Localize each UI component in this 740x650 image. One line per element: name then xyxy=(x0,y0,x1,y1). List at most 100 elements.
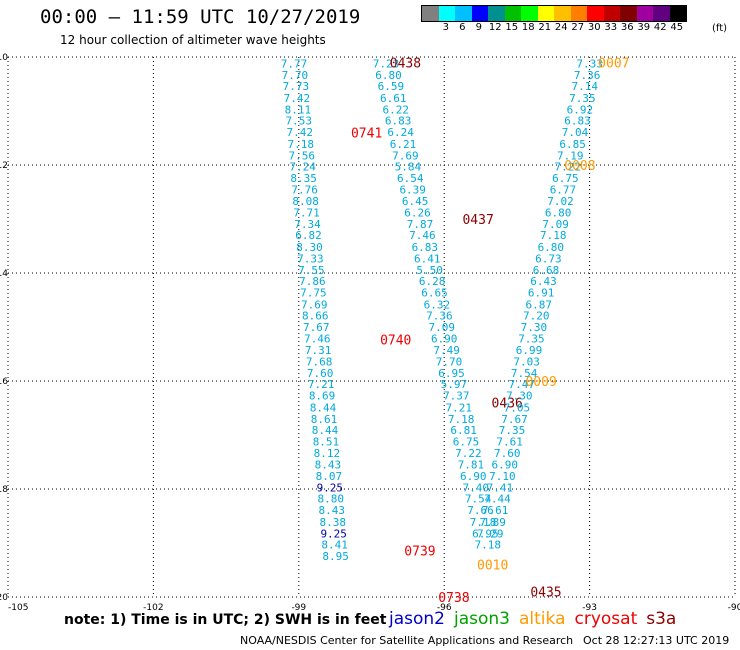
wave-height-value: 7.61 xyxy=(482,504,509,517)
wave-height-value: 6.77 xyxy=(550,183,577,196)
wave-height-value: 8.12 xyxy=(314,447,341,460)
wave-height-value: 7.18 xyxy=(475,539,502,552)
x-tick-label: -93 xyxy=(582,603,597,613)
wave-height-value: 7.34 xyxy=(294,218,321,231)
legend-cryosat: cryosat xyxy=(574,609,638,629)
wave-height-value: 8.08 xyxy=(292,195,319,208)
wave-height-value: 7.77 xyxy=(281,57,308,70)
wave-height-value: 7.33 xyxy=(297,252,324,265)
wave-height-value: 7.71 xyxy=(293,207,320,220)
color-swatch-7 xyxy=(537,6,554,21)
color-scale-labels: 3 6 9 12 15 18 21 24 27 30 33 36 39 42 45 xyxy=(421,22,687,36)
pass-time-label: 0007 xyxy=(598,56,629,71)
wave-height-value: 6.68 xyxy=(533,264,560,277)
wave-height-value: 9.25 xyxy=(320,527,347,540)
pass-time-label: 0738 xyxy=(438,591,469,606)
wave-height-value: 7.46 xyxy=(304,332,331,345)
wave-height-value: 7.20 xyxy=(523,310,550,323)
color-scale-label: 9 xyxy=(475,22,482,33)
x-tick-label: -90 xyxy=(728,603,740,613)
wave-height-value: 6.43 xyxy=(530,275,557,288)
color-scale-label: 6 xyxy=(459,22,466,33)
color-scale-label: 42 xyxy=(653,22,667,33)
wave-height-value: 7.19 xyxy=(557,149,584,162)
wave-height-value: 7.73 xyxy=(283,80,310,93)
wave-height-value: 6.22 xyxy=(382,103,409,116)
wave-height-value: 7.70 xyxy=(436,356,463,369)
wave-height-value: 7.18 xyxy=(470,516,497,529)
footer-note: note: 1) Time is in UTC; 2) SWH is in fe… xyxy=(64,612,387,628)
wave-height-value: 7.18 xyxy=(540,229,567,242)
wave-height-value: 9.25 xyxy=(317,481,344,494)
color-swatch-1 xyxy=(438,6,455,21)
wave-height-value: 8.35 xyxy=(290,172,317,185)
x-tick-label: -99 xyxy=(291,603,306,613)
legend-jason3: jason3 xyxy=(454,609,510,629)
y-tick-label: -16 xyxy=(0,377,8,387)
wave-height-value: 7.42 xyxy=(284,92,311,105)
wave-height-value: 7.44 xyxy=(484,493,511,506)
wave-height-value: 7.87 xyxy=(407,218,434,231)
wave-height-value: 7.75 xyxy=(300,286,327,299)
color-scale-legend: 3 6 9 12 15 18 21 24 27 30 33 36 39 42 45 (ft) xyxy=(421,5,727,36)
wave-height-value: 7.29 xyxy=(477,527,504,540)
wave-height-value: 7.21 xyxy=(445,401,472,414)
generated-timestamp: Oct 28 12:27:13 UTC 2019 xyxy=(583,634,730,647)
pass-time-label: 0741 xyxy=(351,127,382,142)
wave-height-value: 7.70 xyxy=(282,69,309,82)
wave-height-value: 6.54 xyxy=(397,172,424,185)
wave-height-value: 7.22 xyxy=(455,447,482,460)
color-swatch-0 xyxy=(422,6,439,21)
wave-height-value: 7.37 xyxy=(443,390,470,403)
credit-line: NOAA/NESDIS Center for Satellite Applica… xyxy=(240,634,574,647)
wave-height-value: 6.59 xyxy=(378,80,405,93)
color-swatch-6 xyxy=(521,6,538,21)
wave-height-value: 7.10 xyxy=(489,470,516,483)
pass-time-label: 0436 xyxy=(492,397,523,412)
wave-height-value: 7.81 xyxy=(458,459,485,472)
wave-height-value: 7.18 xyxy=(287,138,314,151)
wave-height-value: 6.83 xyxy=(385,115,412,128)
wave-height-value: 7.68 xyxy=(306,356,333,369)
wave-height-value: 8.11 xyxy=(285,103,312,116)
color-swatch-10 xyxy=(587,6,604,21)
wave-height-value: 7.24 xyxy=(289,161,316,174)
wave-height-value: 6.75 xyxy=(453,435,480,448)
wave-height-value: 6.45 xyxy=(402,195,429,208)
color-scale-label: 39 xyxy=(637,22,651,33)
y-tick-label: -14 xyxy=(0,269,8,279)
wave-height-value: 6.32 xyxy=(424,298,451,311)
wave-height-value: 7.56 xyxy=(288,149,315,162)
x-tick-label: -96 xyxy=(437,603,452,613)
wave-height-value: 7.40 xyxy=(462,481,489,494)
wave-height-value: 7.03 xyxy=(513,356,540,369)
wave-height-value: 5.97 xyxy=(441,378,468,391)
pass-time-label: 0010 xyxy=(477,559,508,574)
wave-height-value: 6.82 xyxy=(295,229,322,242)
color-scale-label: 30 xyxy=(587,22,601,33)
color-scale-label: 27 xyxy=(571,22,585,33)
wave-height-value: 8.07 xyxy=(316,470,343,483)
wave-height-value: 7.42 xyxy=(287,126,314,139)
wave-height-value: 6.80 xyxy=(538,241,565,254)
x-tick-label: -105 xyxy=(8,603,28,613)
wave-height-value: 7.09 xyxy=(542,218,569,231)
pass-time-label: 0435 xyxy=(530,586,561,601)
wave-height-value: 6.91 xyxy=(528,286,555,299)
wave-height-value: 7.67 xyxy=(501,413,528,426)
color-swatch-11 xyxy=(603,6,620,21)
wave-height-value: 7.31 xyxy=(305,344,332,357)
wave-height-value: 8.95 xyxy=(322,550,349,563)
wave-height-value: 7.23 xyxy=(373,57,400,70)
wave-height-value: 7.76 xyxy=(291,183,318,196)
wave-height-value: 7.09 xyxy=(429,321,456,334)
wave-height-value: 7.60 xyxy=(307,367,334,380)
color-swatch-8 xyxy=(554,6,571,21)
pass-time-label: 0437 xyxy=(462,213,493,228)
color-swatch-15 xyxy=(669,6,686,21)
wave-height-value: 6.92 xyxy=(567,103,594,116)
wave-height-value: 8.43 xyxy=(319,504,346,517)
color-swatch-12 xyxy=(620,6,637,21)
chart-subtitle: 12 hour collection of altimeter wave hei… xyxy=(60,33,326,47)
chart-title: 00:00 – 11:59 UTC 10/27/2019 xyxy=(40,6,361,28)
